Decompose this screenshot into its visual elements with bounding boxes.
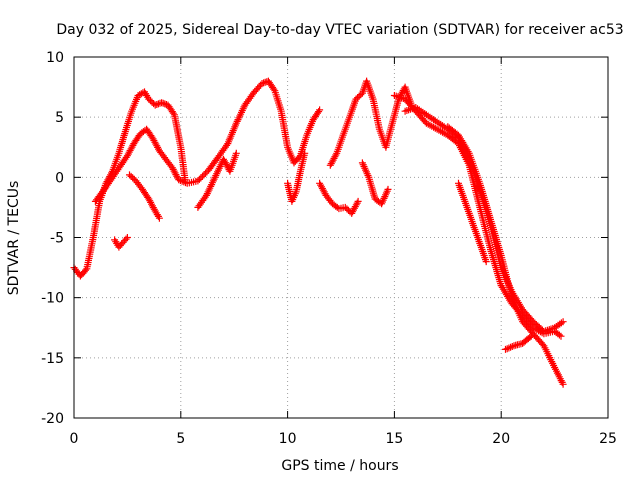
data-point — [559, 380, 567, 388]
data-point — [129, 174, 137, 182]
y-tick-label: -15 — [41, 351, 64, 367]
data-point — [148, 98, 156, 106]
data-point — [195, 175, 203, 183]
data-point — [197, 174, 205, 182]
data-point — [178, 177, 186, 185]
x-tick-label: 25 — [599, 431, 617, 447]
x-tick-label: 0 — [70, 431, 79, 447]
series-track-m — [455, 179, 490, 266]
series-track-i — [358, 159, 392, 208]
data-point — [341, 203, 349, 211]
data-point — [352, 95, 360, 103]
data-point — [354, 197, 362, 205]
axis-ticks: 0 5 10 15 20 25 -20 -15 -10 -5 0 5 10 — [41, 50, 617, 447]
series-track-e — [194, 149, 240, 211]
data-point — [354, 94, 362, 102]
y-tick-label: 10 — [46, 50, 64, 66]
x-tick-label: 15 — [385, 431, 403, 447]
chart-title: Day 032 of 2025, Sidereal Day-to-day VTE… — [56, 22, 623, 38]
y-tick-label: 0 — [55, 170, 64, 186]
x-axis-label: GPS time / hours — [281, 458, 398, 474]
data-point — [315, 108, 323, 116]
data-point — [343, 205, 351, 213]
data-point — [482, 258, 490, 266]
data-point — [169, 109, 177, 117]
y-tick-label: -20 — [41, 411, 64, 427]
data-point — [123, 234, 131, 241]
data-point — [316, 106, 324, 114]
data-point — [527, 332, 535, 340]
data-point — [176, 177, 184, 184]
y-tick-label: -5 — [50, 231, 64, 247]
data-points — [70, 77, 567, 388]
data-point — [127, 172, 135, 180]
data-point — [526, 333, 534, 341]
data-point — [199, 172, 206, 180]
series-track-d — [111, 234, 131, 251]
x-tick-label: 20 — [492, 431, 510, 447]
y-tick-label: 5 — [55, 110, 64, 126]
data-point — [158, 99, 166, 107]
data-point — [175, 176, 183, 184]
data-point — [180, 178, 188, 186]
data-point — [202, 169, 209, 177]
y-tick-label: -10 — [41, 291, 64, 307]
data-point — [194, 177, 202, 185]
y-axis-label: SDTVAR / TECUs — [6, 181, 22, 296]
data-point — [353, 199, 361, 207]
data-point — [122, 235, 130, 243]
series-track-n — [502, 332, 535, 353]
data-point — [301, 149, 309, 157]
x-tick-label: 5 — [176, 431, 185, 447]
data-point — [557, 319, 565, 327]
data-point — [145, 95, 153, 103]
data-point — [232, 149, 240, 157]
data-point — [507, 343, 515, 351]
data-point — [82, 266, 89, 274]
data-point — [126, 171, 133, 179]
x-tick-label: 10 — [279, 431, 297, 447]
data-point — [559, 318, 567, 326]
data-point — [555, 331, 563, 339]
series-track-l — [444, 123, 567, 388]
data-point — [505, 344, 513, 352]
data-point — [503, 345, 511, 353]
series-track-g — [316, 179, 362, 217]
series-track-h — [326, 77, 415, 169]
data-point — [384, 185, 392, 193]
data-point — [502, 345, 509, 353]
data-point — [508, 343, 516, 350]
data-point — [155, 214, 163, 222]
data-point — [355, 92, 363, 100]
data-point — [394, 93, 402, 101]
series-track-f — [284, 149, 309, 205]
data-point — [146, 97, 154, 105]
data-point — [200, 171, 208, 179]
data-point — [332, 151, 340, 159]
series-track-c — [126, 171, 163, 222]
data-point — [270, 85, 278, 93]
data-point — [557, 332, 565, 340]
